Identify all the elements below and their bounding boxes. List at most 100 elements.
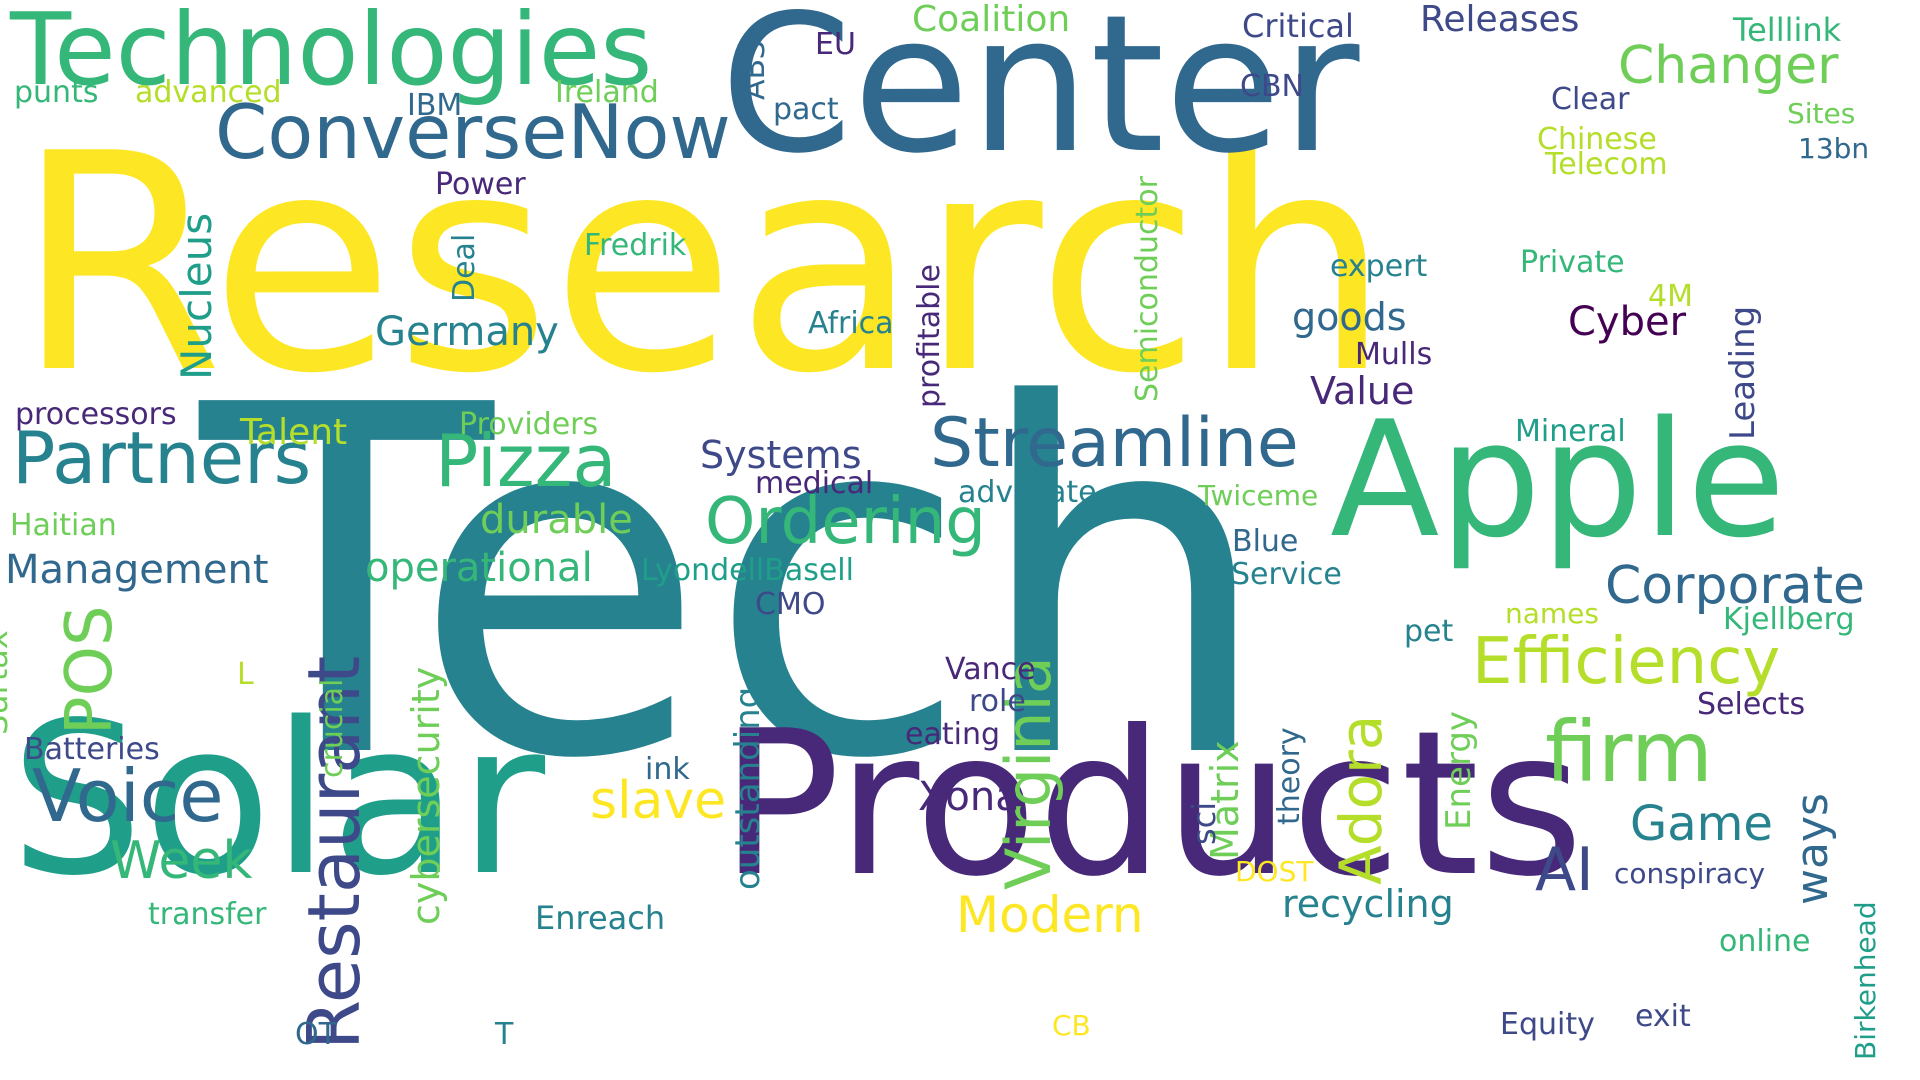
word: crucial: [315, 678, 350, 778]
word: Streamline: [930, 404, 1299, 483]
word: conspiracy: [1614, 857, 1766, 890]
word: Adora: [1327, 714, 1395, 885]
word: Power: [435, 167, 526, 202]
word: Changer: [1618, 36, 1839, 96]
word: Semiconductor: [1130, 176, 1165, 402]
word: Batteries: [24, 732, 160, 767]
word: operational: [365, 545, 593, 591]
word: Center: [720, 0, 1360, 195]
word: Nucleus: [172, 212, 221, 380]
word: pet: [1404, 614, 1454, 649]
word: Mulls: [1355, 337, 1433, 372]
word: slave: [590, 771, 727, 831]
word: 4M: [1648, 279, 1693, 314]
word: POS: [53, 605, 127, 735]
word: T: [495, 1017, 514, 1052]
word: Ireland: [555, 75, 659, 110]
word: Talent: [240, 412, 348, 453]
word: Clear: [1551, 82, 1630, 117]
word: eating: [905, 717, 1000, 752]
word: Mineral: [1515, 414, 1626, 449]
word: Vance: [945, 652, 1036, 687]
word: Systems: [700, 433, 862, 477]
word: firm: [1545, 703, 1713, 801]
word: Sites: [1787, 97, 1856, 130]
word: Research: [15, 90, 1392, 439]
word: pact: [773, 92, 839, 127]
word: Solar: [10, 677, 546, 922]
word: Coalition: [912, 0, 1071, 40]
word: Selects: [1697, 687, 1806, 722]
word: Partners: [12, 416, 312, 500]
word: advanced: [135, 75, 282, 110]
word: cybersecurity: [404, 666, 448, 925]
word: online: [1719, 924, 1811, 959]
word: CMO: [755, 587, 826, 622]
word: ConverseNow: [215, 88, 731, 176]
word: Private: [1520, 245, 1625, 280]
word: Technologies: [10, 0, 653, 108]
word: Cyber: [1568, 299, 1687, 345]
word: theory: [1272, 727, 1307, 825]
word: Surtax: [0, 630, 15, 735]
word: role: [969, 684, 1026, 719]
word: recycling: [1282, 882, 1454, 926]
word: EU: [815, 27, 856, 62]
word: transfer: [148, 897, 267, 932]
word: ABS: [737, 40, 772, 100]
word: CBN: [1240, 69, 1304, 104]
word: 13bn: [1798, 132, 1870, 165]
word: profitable: [912, 264, 947, 408]
word: Germany: [375, 309, 559, 355]
word: Deal: [447, 233, 482, 302]
word: Game: [1630, 796, 1773, 852]
word: Xona: [918, 774, 1020, 820]
word: Week: [110, 831, 253, 891]
word: Haitian: [10, 508, 117, 543]
word: CB: [1052, 1009, 1091, 1042]
word: Enreach: [535, 899, 666, 937]
word: ways: [1787, 793, 1838, 905]
word: Releases: [1420, 0, 1580, 40]
word: Efficiency: [1472, 625, 1781, 699]
word: Energy: [1439, 710, 1479, 830]
word: Blue: [1232, 524, 1299, 559]
word: ink: [645, 752, 690, 787]
word: sci: [1185, 801, 1223, 845]
word: advocate: [958, 475, 1097, 510]
word: names: [1505, 597, 1599, 630]
word: Value: [1310, 369, 1415, 413]
word: exit: [1635, 999, 1691, 1034]
word: expert: [1330, 249, 1428, 284]
word: Service: [1231, 557, 1342, 592]
word: Equity: [1500, 1007, 1595, 1042]
word: Ordering: [705, 485, 986, 559]
word: Kjellberg: [1723, 602, 1855, 637]
word: OT: [295, 1017, 337, 1052]
word: punts: [14, 75, 99, 110]
word: Leading: [1723, 305, 1763, 440]
word: processors: [15, 397, 177, 432]
word: Chinese: [1537, 122, 1657, 157]
word: Fredrik: [584, 228, 687, 263]
word: Modern: [956, 886, 1144, 944]
word: IBM: [407, 88, 463, 123]
word: Providers: [459, 407, 599, 442]
word: outstanding: [728, 686, 768, 890]
word: Products: [720, 688, 1584, 921]
word: medical: [755, 466, 874, 501]
word: Twiceme: [1198, 479, 1319, 512]
word: AI: [1535, 835, 1594, 905]
word: DOST: [1235, 855, 1314, 888]
word: LyondellBasell: [641, 553, 854, 588]
word: L: [237, 657, 254, 692]
word: Birkenhead: [1849, 901, 1882, 1060]
word: Africa: [808, 306, 894, 341]
word: Voice: [32, 754, 224, 838]
word: Telecom: [1545, 147, 1668, 182]
word: Critical: [1242, 7, 1354, 45]
word: durable: [480, 497, 633, 543]
word: Management: [5, 547, 269, 593]
word: goods: [1292, 295, 1407, 339]
